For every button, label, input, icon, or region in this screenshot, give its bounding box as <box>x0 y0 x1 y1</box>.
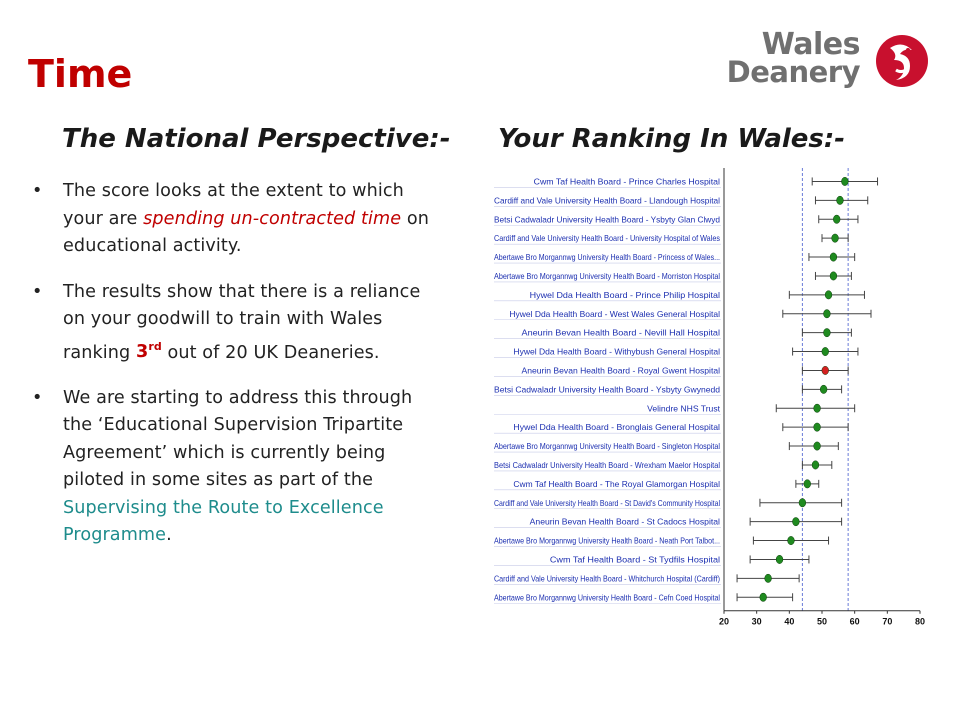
x-tick-label: 30 <box>752 617 762 627</box>
data-point <box>833 214 841 224</box>
bullet-dot: • <box>32 281 43 302</box>
data-point <box>792 517 800 527</box>
category-label: Aneurin Bevan Health Board - St Cadocs H… <box>530 518 721 527</box>
data-point <box>764 573 772 583</box>
x-tick-label: 80 <box>915 617 925 627</box>
category-label: Cwm Taf Health Board - St Tydfils Hospit… <box>550 555 720 564</box>
logo-wales-text: Wales <box>761 27 861 62</box>
category-label: Cwm Taf Health Board - Prince Charles Ho… <box>534 177 720 186</box>
category-label: Betsi Cadwaladr University Health Board … <box>494 215 720 224</box>
bullet-1-text-end: on educational activity. <box>63 208 429 257</box>
data-point <box>829 271 838 281</box>
category-label: Hywel Dda Health Board - West Wales Gene… <box>509 310 720 319</box>
logo-deanery-text: Deanery <box>726 55 861 89</box>
category-label: Betsi Cadwaladr University Health Board … <box>494 461 720 470</box>
category-label: Betsi Cadwaladr University Health Board … <box>494 385 720 394</box>
bullet-item: • We are starting to address this throug… <box>32 385 444 550</box>
category-label: Hywel Dda Health Board - Bronglais Gener… <box>513 423 720 432</box>
wales-deanery-logo: Wales Deanery <box>727 27 934 90</box>
bullet-3-text-end: . <box>166 525 172 546</box>
x-tick-label: 60 <box>850 617 860 627</box>
highlight-point <box>821 366 829 375</box>
x-tick-label: 50 <box>817 617 827 627</box>
data-point <box>824 290 833 300</box>
bullet-2-text: The results show that there is a relianc… <box>63 281 421 363</box>
dragon-icon <box>876 35 928 87</box>
programme-link[interactable]: Supervising the Route to Excellence Prog… <box>63 497 384 546</box>
data-point <box>803 479 811 489</box>
ranking-value: 3rd <box>135 340 162 363</box>
data-point <box>836 195 844 205</box>
category-label: Cardiff and Vale University Health Board… <box>494 234 720 243</box>
bullet-dot: • <box>32 387 43 408</box>
data-point <box>821 347 829 357</box>
category-label: Aneurin Bevan Health Board - Nevill Hall… <box>522 329 721 338</box>
category-label: Cardiff and Vale University Health Board… <box>494 574 720 583</box>
bullet-1-emphasis: spending un-contracted time <box>143 208 402 229</box>
data-point <box>823 309 831 319</box>
category-label: Abertawe Bro Morgannwg University Health… <box>494 442 720 451</box>
category-label: Cardiff and Vale University Health Board… <box>494 499 720 508</box>
data-point <box>813 441 821 451</box>
ranking-number: 3 <box>135 342 149 363</box>
category-label: Hywel Dda Health Board - Withybush Gener… <box>513 348 720 357</box>
category-label: Aneurin Bevan Health Board - Royal Gwent… <box>522 366 721 375</box>
data-point <box>813 422 821 432</box>
bullet-1-text: The score looks at the extent to which y… <box>63 181 404 229</box>
category-label: Velindre NHS Trust <box>647 404 721 413</box>
data-point <box>829 252 838 262</box>
bullet-2-text-end: out of 20 UK Deaneries. <box>161 342 380 363</box>
ranking-suffix: rd <box>148 340 162 354</box>
bullet-dot: • <box>32 181 43 201</box>
category-label: Abertawe Bro Morgannwg University Health… <box>494 593 720 602</box>
x-tick-label: 40 <box>784 617 794 627</box>
data-point <box>813 403 821 413</box>
data-point <box>775 555 784 564</box>
bullet-3-text: We are starting to address this through … <box>63 387 413 491</box>
data-point <box>831 233 839 243</box>
data-point <box>841 177 849 186</box>
category-label: Cardiff and Vale University Health Board… <box>494 196 720 205</box>
ranking-forest-plot: 20 30 40 50 60 70 80 Cwm Taf Health Board - Pri… <box>494 168 925 627</box>
category-label: Abertawe Bro Morgannwg University Health… <box>494 253 720 262</box>
category-label: Abertawe Bro Morgannwg University Health… <box>494 537 720 546</box>
bullet-item: • The results show that there is a relia… <box>32 279 444 367</box>
data-point <box>823 328 831 338</box>
national-perspective-heading: The National Perspective:- <box>62 124 451 154</box>
ranking-heading: Your Ranking In Wales:- <box>498 124 846 154</box>
slide-title: Time <box>28 52 133 96</box>
x-tick-label: 20 <box>719 617 729 627</box>
bullet-item: • The score looks at the extent to which… <box>32 178 444 261</box>
data-point <box>787 536 795 545</box>
bullet-list: • The score looks at the extent to which… <box>32 178 444 568</box>
x-tick-label: 70 <box>882 617 892 627</box>
data-point <box>759 592 767 602</box>
data-point <box>798 498 807 508</box>
category-label: Cwm Taf Health Board - The Royal Glamorg… <box>513 480 720 489</box>
data-point <box>819 384 828 394</box>
data-point <box>811 460 820 470</box>
category-label: Hywel Dda Health Board - Prince Philip H… <box>530 291 721 300</box>
category-label: Abertawe Bro Morgannwg University Health… <box>494 272 720 281</box>
